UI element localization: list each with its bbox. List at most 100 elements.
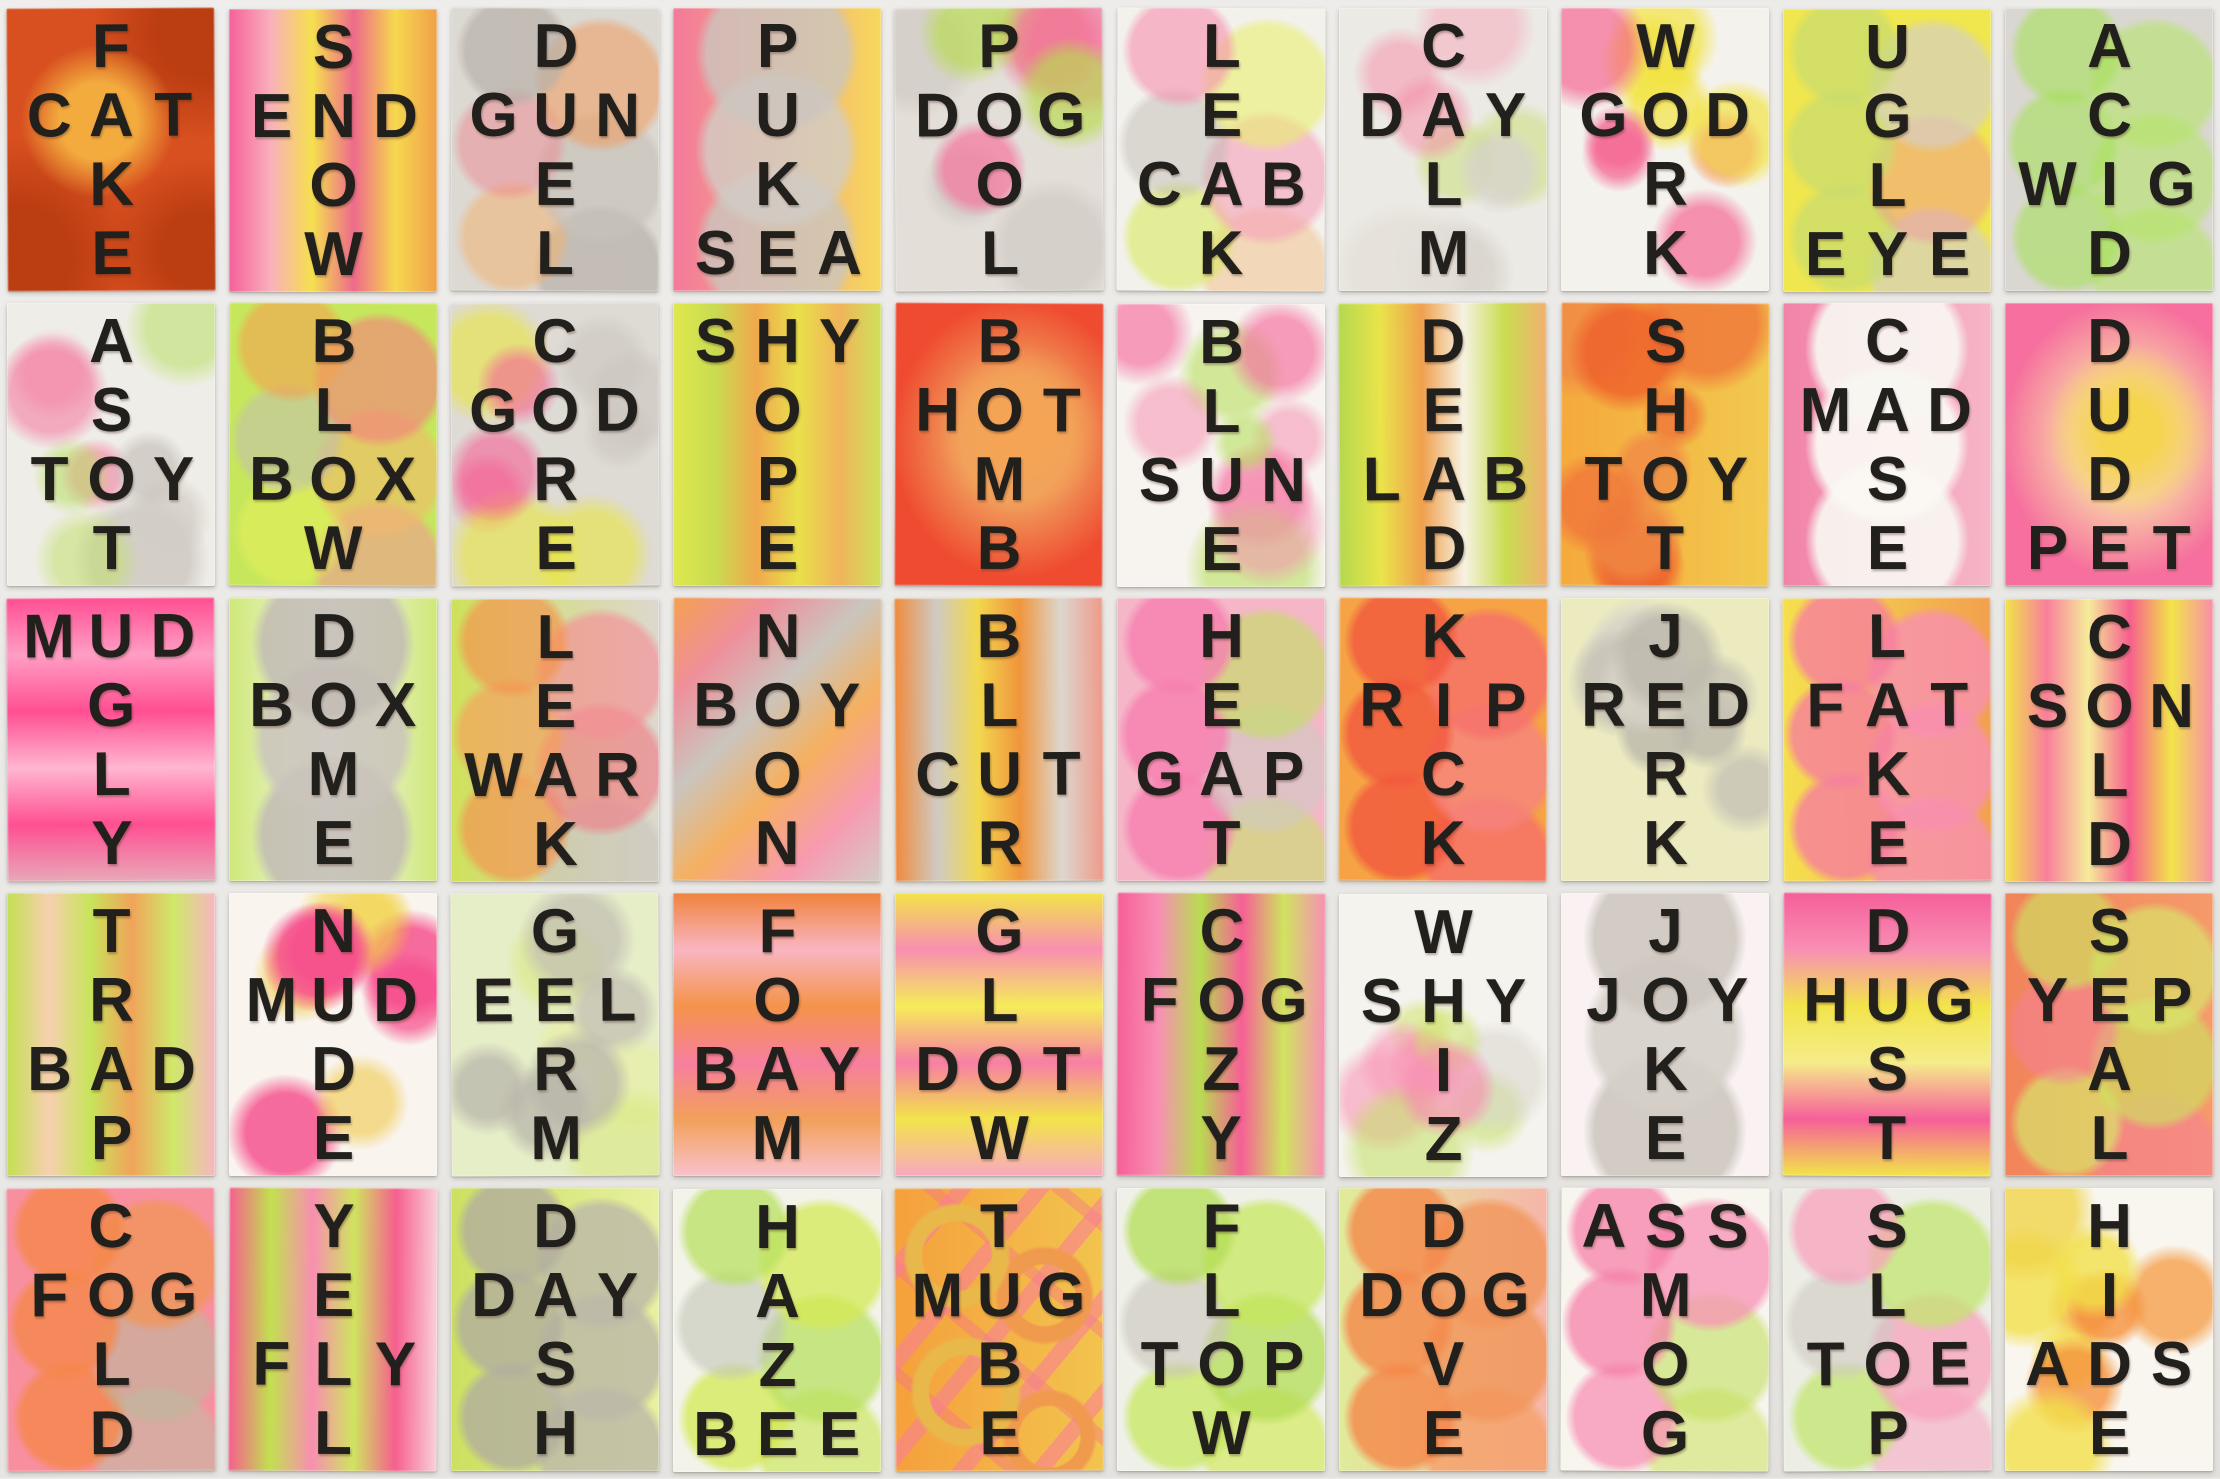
letter-row: H [462, 1399, 648, 1468]
letter: V [1412, 1330, 1474, 1399]
letter-row: K [462, 810, 648, 879]
letter-row: P [905, 11, 1091, 81]
letter: Y [80, 808, 142, 877]
letter-row: K [18, 149, 204, 219]
letter: D [302, 602, 364, 671]
letter-row: G [1794, 82, 1980, 151]
letter: U [968, 1260, 1030, 1329]
letter: C [1190, 896, 1252, 965]
letter: D [1412, 1192, 1474, 1261]
letter: L [523, 218, 585, 287]
letter: E [746, 219, 808, 288]
letter-row: E [1794, 808, 1980, 878]
letter: D [1696, 81, 1758, 150]
letter-row: L [1794, 1260, 1980, 1330]
letter-row: D [18, 1398, 204, 1468]
letter: C [2078, 81, 2140, 150]
letter: K [746, 150, 808, 219]
letter: L [968, 670, 1030, 739]
letter: G [1633, 1398, 1695, 1467]
letter: G [1918, 966, 1980, 1035]
letter: M [240, 966, 302, 1035]
letter-row: R [462, 1034, 648, 1104]
letter: E [1190, 671, 1252, 740]
letter: F [746, 897, 808, 966]
letter: D [2078, 445, 2140, 514]
letter: C [2078, 603, 2140, 672]
letter: L [1190, 11, 1252, 80]
letter-row: S [1793, 1191, 1979, 1261]
letter: E [302, 1104, 364, 1173]
letter-row: E [462, 149, 648, 219]
letter: E [80, 218, 142, 287]
letter-row: E [1572, 1104, 1758, 1173]
letter-row: N [683, 808, 869, 878]
letter-row: Y [1127, 1103, 1313, 1173]
letter: I [1412, 670, 1474, 739]
letter-row: Y [240, 1191, 426, 1261]
letter-row: D [462, 11, 648, 81]
letter-row: R [18, 966, 204, 1035]
letter: E [1634, 1104, 1696, 1173]
letter-row: E [1128, 80, 1314, 150]
letter-row: M [684, 1104, 870, 1173]
letter-row: T [1793, 1103, 1979, 1173]
letter: A [524, 1261, 586, 1330]
letter-row: J [1572, 897, 1758, 966]
letter: Y [1474, 967, 1536, 1036]
letter-row: T [1128, 809, 1314, 878]
letter: F [1794, 671, 1856, 740]
letter: U [2078, 376, 2140, 445]
letter: M [302, 740, 364, 809]
letter-row: F [17, 11, 203, 81]
letter: A [746, 1262, 808, 1331]
letter: E [524, 965, 586, 1034]
letter: J [1634, 897, 1696, 966]
letter: O [302, 444, 364, 513]
letter-row: K [1794, 739, 1980, 809]
letter: S [1856, 445, 1918, 514]
letter: O [968, 375, 1030, 444]
letter: Y [142, 445, 204, 514]
letter-row: A [684, 1262, 870, 1331]
letter: O [1856, 1329, 1918, 1398]
letter-row: R [1572, 150, 1758, 219]
letter: C [1412, 739, 1474, 808]
letter-row: D [1350, 513, 1536, 583]
letter: B [18, 1035, 80, 1104]
letter: M [968, 444, 1030, 513]
letter-row: A [2016, 12, 2202, 81]
letter: O [1634, 81, 1696, 150]
letter: M [746, 1104, 808, 1173]
letter: R [968, 808, 1030, 877]
letter-row: K [684, 150, 870, 219]
letter: G [968, 897, 1030, 966]
letter: U [524, 80, 586, 149]
letter: D [1411, 306, 1473, 375]
letter: E [302, 1260, 364, 1329]
